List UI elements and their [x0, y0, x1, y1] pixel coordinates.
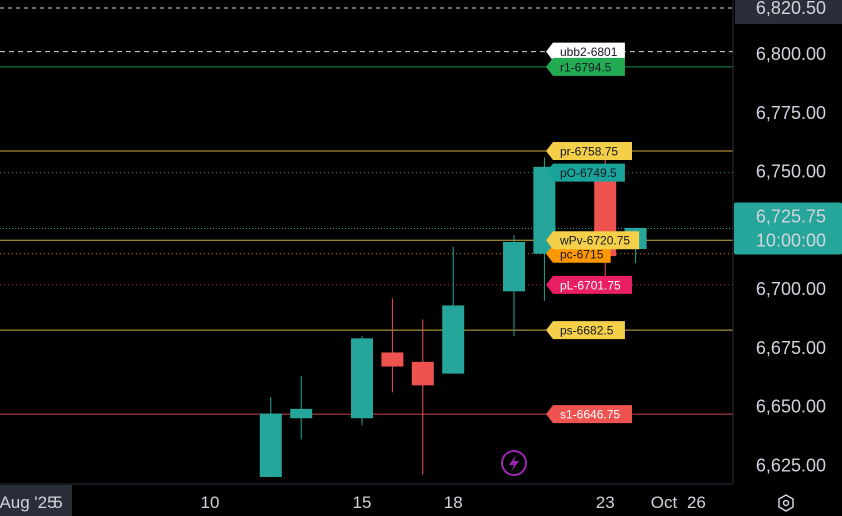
candle-body	[259, 413, 282, 477]
level-tag-bg	[546, 42, 625, 61]
level-tag: r1-6794.5	[546, 57, 625, 76]
candle-body	[411, 361, 434, 386]
last-price-box	[734, 202, 842, 255]
level-tag-label: pO-6749.5	[560, 166, 617, 180]
level-tag-label: pr-6758.75	[560, 144, 618, 158]
lightning-icon[interactable]	[501, 450, 527, 476]
candle-body	[533, 166, 556, 254]
level-tag: pc-6715	[546, 244, 611, 263]
level-tag: pL-6701.75	[546, 275, 632, 294]
gear-icon[interactable]	[778, 494, 794, 512]
price-tick-label: 6,650.00	[756, 397, 826, 417]
level-tag-bg	[546, 231, 640, 250]
level-tag-label: pc-6715	[560, 247, 604, 261]
level-tag-label: ps-6682.5	[560, 324, 614, 338]
candle[interactable]	[411, 319, 434, 475]
top-price-label: 6,820.50	[756, 0, 826, 18]
price-tick-label: 6,775.00	[756, 103, 826, 123]
candle[interactable]	[503, 234, 525, 336]
gear-icon-hex	[778, 494, 794, 512]
candle[interactable]	[442, 246, 465, 374]
price-tick-label: 6,700.00	[756, 279, 826, 299]
time-tick-label: 15	[353, 493, 372, 512]
price-tick-label: 6,750.00	[756, 162, 826, 182]
candle[interactable]	[533, 157, 556, 301]
candle[interactable]	[351, 336, 373, 426]
level-tag-label: wPv-6720.75	[559, 234, 630, 248]
time-tick-label: 10	[201, 493, 220, 512]
candle-body	[351, 338, 373, 419]
time-tick-label: 23	[596, 493, 615, 512]
candle[interactable]	[290, 375, 313, 440]
level-tag-bg	[546, 275, 632, 294]
level-tag-bg	[546, 163, 625, 182]
top-price-box	[735, 0, 842, 24]
lightning-icon-ring	[501, 450, 527, 476]
time-tick-label: 26	[687, 493, 706, 512]
candle[interactable]	[381, 298, 404, 393]
gear-icon-center	[782, 499, 790, 507]
lightning-icon-bolt	[509, 455, 519, 472]
level-tag-bg	[546, 405, 632, 424]
candle[interactable]	[259, 397, 282, 477]
level-tag-bg	[546, 57, 625, 76]
level-tag-label: ubb2-6801	[560, 45, 618, 59]
time-tick-label: 18	[444, 493, 463, 512]
level-tag: wPv-6720.75	[546, 231, 640, 250]
level-tag-label: r1-6794.5	[560, 60, 612, 74]
last-price-label: 6,725.75	[756, 206, 826, 226]
price-tick-label: 6,800.00	[756, 44, 826, 64]
price-tick-label: 6,675.00	[756, 338, 826, 358]
level-tag: pr-6758.75	[546, 141, 632, 160]
time-cursor-box	[0, 485, 72, 516]
level-tag: s1-6646.75	[546, 405, 632, 424]
level-tag-label: pL-6701.75	[560, 278, 621, 292]
time-tick-label: 5	[53, 493, 62, 512]
candle-body	[442, 305, 465, 374]
level-tag: ps-6682.5	[546, 321, 625, 340]
countdown-label: 10:00:00	[756, 230, 826, 250]
level-tag: pO-6749.5	[546, 163, 625, 182]
candle-body	[290, 408, 313, 419]
time-tick-label: Aug '25	[0, 493, 57, 512]
time-tick-label: Oct	[651, 493, 678, 512]
level-tag: ubb2-6801	[546, 42, 625, 61]
level-tag-bg	[546, 244, 611, 263]
level-tag-bg	[546, 321, 625, 340]
price-tick-label: 6,625.00	[756, 455, 826, 475]
candle-body	[381, 352, 404, 367]
candle-body	[503, 242, 525, 292]
level-tag-bg	[546, 141, 632, 160]
level-tag-label: s1-6646.75	[560, 408, 620, 422]
